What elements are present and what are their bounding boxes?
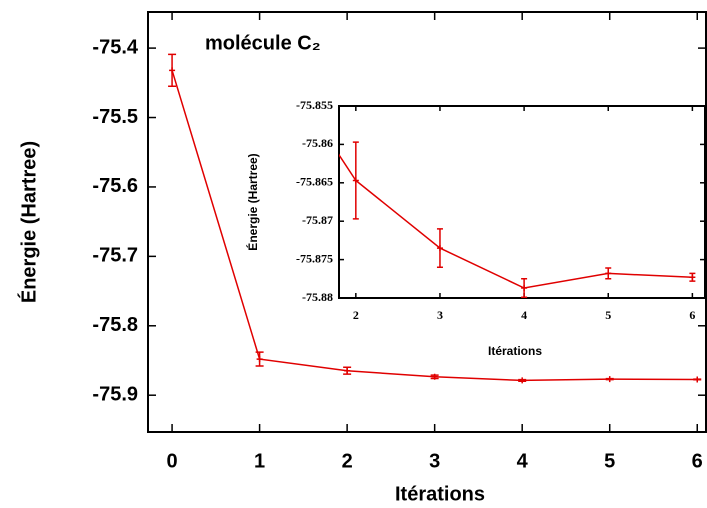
y-tick-label: -75.88 <box>302 290 333 304</box>
data-point <box>694 376 701 383</box>
data-point <box>605 270 612 277</box>
data-layer <box>339 141 696 298</box>
data-point <box>519 377 526 384</box>
x-tick-label: 2 <box>353 308 359 322</box>
y-tick-label: -75.5 <box>92 106 138 128</box>
y-tick-label: -75.87 <box>302 213 333 227</box>
x-tick-label: 0 <box>167 450 178 472</box>
inset-x-axis-label: Itérations <box>488 344 542 358</box>
inset-y-axis-label: Énergie (Hartree) <box>245 153 260 250</box>
y-tick-label: -75.8 <box>92 314 138 336</box>
x-tick-label: 1 <box>254 450 265 472</box>
data-point <box>431 373 438 380</box>
y-tick-label: -75.86 <box>302 136 333 150</box>
data-point <box>689 274 696 281</box>
data-point <box>436 245 443 252</box>
y-tick-label: -75.7 <box>92 245 138 267</box>
y-tick-label: -75.855 <box>296 98 333 112</box>
x-tick-label: 6 <box>689 308 695 322</box>
y-tick-label: -75.875 <box>296 251 333 265</box>
data-point <box>606 376 613 383</box>
x-tick-label: 2 <box>342 450 353 472</box>
y-axis-label: Énergie (Hartree) <box>17 141 40 303</box>
x-tick-label: 4 <box>517 450 529 472</box>
data-layer <box>168 53 702 384</box>
x-tick-label: 6 <box>692 450 703 472</box>
x-tick-label: 5 <box>605 308 611 322</box>
y-tick-label: -75.865 <box>296 175 333 189</box>
data-point <box>344 367 351 374</box>
x-tick-label: 3 <box>437 308 443 322</box>
data-point <box>521 285 528 292</box>
data-point <box>256 356 263 363</box>
x-tick-label: 3 <box>429 450 440 472</box>
x-tick-label: 4 <box>521 308 527 322</box>
x-axis-label: Itérations <box>395 483 485 505</box>
data-line <box>339 153 693 289</box>
plot-area <box>338 105 706 299</box>
chart-title: molécule C₂ <box>205 32 321 54</box>
inset-chart: -75.88 -75.875 -75.87 -75.865 -75.86 -75.855 2… <box>296 98 706 322</box>
x-tick-label: 5 <box>604 450 615 472</box>
data-point <box>169 67 176 74</box>
data-point <box>352 177 359 184</box>
y-tick-label: -75.6 <box>92 175 138 197</box>
y-tick-label: -75.9 <box>92 383 138 405</box>
y-tick-label: -75.4 <box>92 36 138 58</box>
